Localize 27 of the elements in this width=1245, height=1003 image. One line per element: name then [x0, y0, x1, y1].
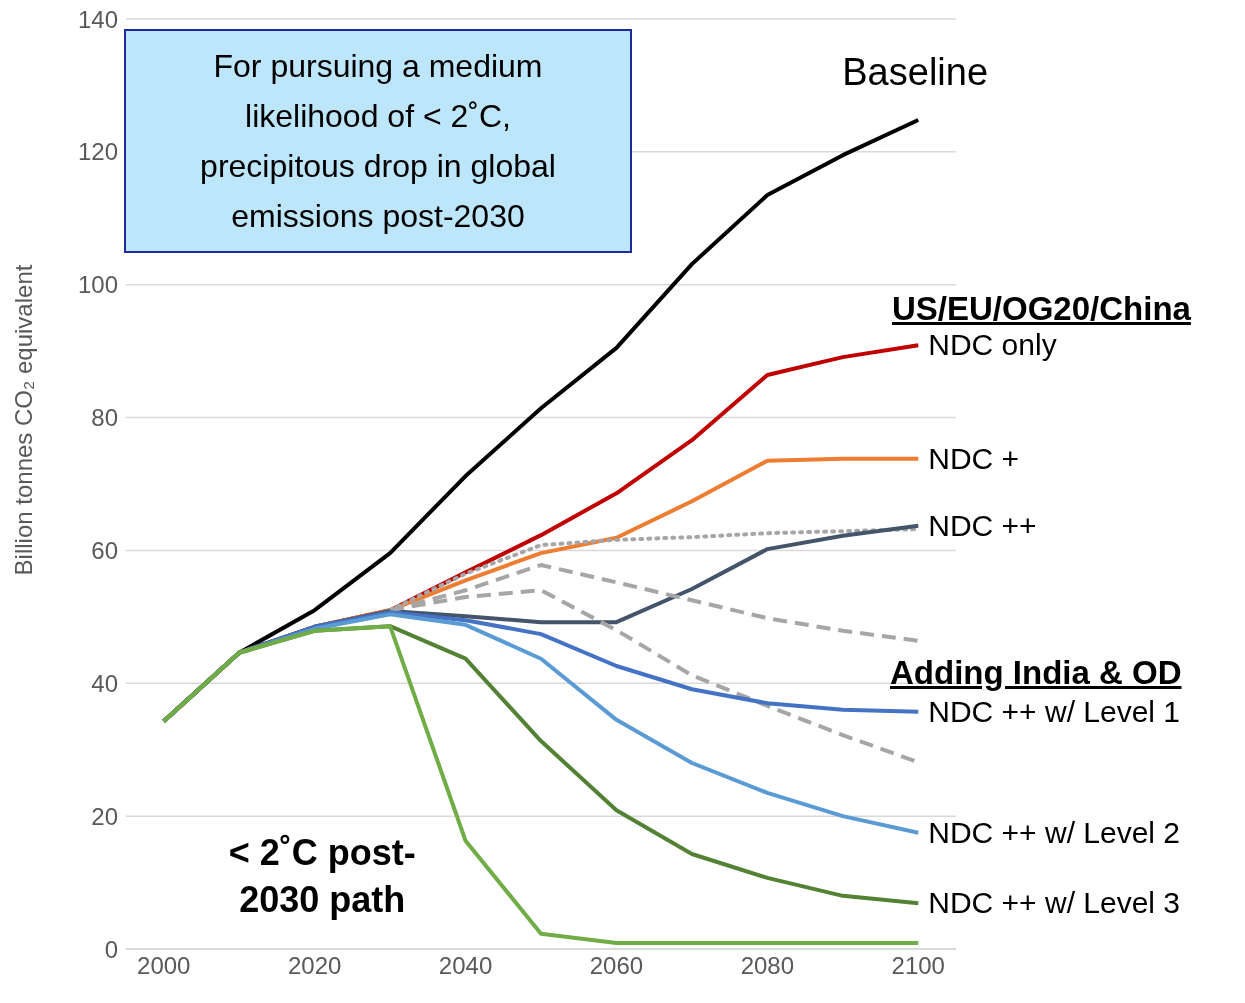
series-label: NDC only	[928, 328, 1057, 362]
series-label: < 2˚C post-2030 path	[228, 832, 416, 920]
x-tick-label: 2000	[137, 952, 191, 980]
y-tick-label: 0	[104, 935, 118, 963]
series-label: NDC ++	[928, 508, 1037, 542]
series-label: Baseline	[842, 51, 989, 93]
series-label: NDC ++ w/ Level 1	[928, 694, 1181, 728]
annotation: For pursuing a medium likelihood of < 2˚C, precipitous drop in global emissions post-2030	[200, 48, 556, 234]
y-tick-label: 60	[91, 536, 118, 564]
annotation: US/EU/OG20/China	[892, 290, 1191, 327]
series-label: NDC +	[928, 441, 1020, 475]
x-tick-label: 2040	[438, 952, 493, 980]
y-tick-label: 80	[91, 404, 118, 432]
y-tick-label: 140	[77, 5, 118, 33]
x-tick-label: 2100	[891, 952, 945, 980]
series-label: NDC ++ w/ Level 3	[928, 886, 1181, 920]
x-tick-label: 2060	[589, 952, 644, 980]
y-tick-label: 100	[77, 271, 118, 299]
y-tick-label: 120	[77, 138, 118, 166]
y-tick-label: 40	[91, 669, 118, 697]
x-tick-label: 2020	[287, 952, 342, 980]
series-label: NDC ++ w/ Level 2	[928, 815, 1181, 849]
y-axis-title: Billion tonnes CO₂ equivalent	[10, 264, 37, 576]
x-tick-label: 2080	[740, 952, 795, 980]
y-tick-label: 20	[91, 802, 118, 830]
annotation: Adding India & OD	[890, 654, 1182, 691]
note-box: For pursuing a medium likelihood of < 2˚C, precipitous drop in global emissions post-2030	[124, 29, 632, 253]
